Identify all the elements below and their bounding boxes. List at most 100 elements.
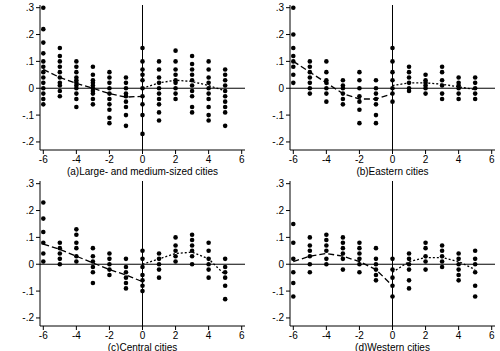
point — [223, 265, 228, 270]
point — [190, 54, 195, 59]
point — [324, 99, 329, 104]
point — [157, 86, 162, 91]
plot-area — [290, 181, 495, 326]
y-tick — [36, 88, 40, 89]
point — [456, 91, 461, 96]
panel: -.2-.10.1.2.3-6-4-20246(b)Eastern cities — [272, 2, 495, 177]
point — [473, 81, 478, 86]
point — [74, 70, 79, 75]
point — [223, 110, 228, 115]
plot-area — [290, 5, 495, 150]
x-label: (b)Eastern cities — [356, 166, 428, 177]
point — [58, 89, 63, 94]
y-tick — [36, 291, 40, 292]
point — [41, 97, 46, 102]
point — [58, 54, 63, 59]
point — [140, 249, 145, 254]
point — [308, 75, 313, 80]
point — [341, 251, 346, 256]
point — [107, 81, 112, 86]
point — [341, 97, 346, 102]
y-axis — [40, 181, 41, 326]
point — [206, 97, 211, 102]
point — [140, 257, 145, 262]
x-label: (d)Western cities — [355, 342, 430, 351]
point — [58, 94, 63, 99]
point — [206, 249, 211, 254]
point — [390, 283, 395, 288]
x-tick-label: 4 — [456, 330, 462, 341]
point — [440, 243, 445, 248]
point — [324, 249, 329, 254]
x-tick-label: 0 — [140, 330, 146, 341]
y-tick-label: .3 — [276, 178, 285, 189]
y-tick — [286, 115, 290, 116]
point — [223, 73, 228, 78]
point — [157, 59, 162, 64]
point — [473, 91, 478, 96]
point — [107, 251, 112, 256]
point — [357, 270, 362, 275]
point — [91, 73, 96, 78]
point — [74, 240, 79, 245]
point — [341, 240, 346, 245]
point — [374, 262, 379, 267]
x-tick-label: -2 — [355, 330, 364, 341]
y-tick-label: .2 — [276, 29, 285, 40]
point — [291, 64, 296, 69]
y-tick — [36, 317, 40, 318]
point — [308, 235, 313, 240]
point — [341, 102, 346, 107]
point — [223, 124, 228, 129]
point — [223, 270, 228, 275]
fit-line — [293, 61, 392, 99]
point — [140, 289, 145, 294]
y-tick-label: .3 — [26, 2, 35, 13]
point — [140, 46, 145, 51]
point — [91, 254, 96, 259]
point — [291, 281, 296, 286]
point — [291, 240, 296, 245]
fit-line — [393, 83, 476, 90]
point — [291, 54, 296, 59]
point — [206, 113, 211, 118]
point — [41, 64, 46, 69]
plot-area — [40, 181, 245, 326]
point — [140, 273, 145, 278]
point — [157, 102, 162, 107]
point — [173, 81, 178, 86]
point — [206, 240, 211, 245]
x-label: (a)Large- and medium-sized cities — [67, 166, 218, 177]
point — [140, 73, 145, 78]
point — [91, 246, 96, 251]
x-tick-label: -4 — [72, 154, 81, 165]
point — [41, 251, 46, 256]
point — [58, 251, 63, 256]
point — [206, 275, 211, 280]
point — [308, 243, 313, 248]
point — [223, 297, 228, 302]
y-tick-label: .1 — [276, 232, 285, 243]
point — [206, 59, 211, 64]
point — [440, 97, 445, 102]
point — [341, 235, 346, 240]
point — [357, 240, 362, 245]
y-tick — [36, 264, 40, 265]
y-tick-label: -.2 — [22, 312, 34, 323]
point — [41, 40, 46, 45]
point — [341, 267, 346, 272]
panel: -.2-.10.1.2.3-6-4-20246(c)Central cities — [22, 178, 245, 351]
point — [124, 81, 129, 86]
x-tick-label: -4 — [72, 330, 81, 341]
point — [357, 70, 362, 75]
point — [291, 73, 296, 78]
y-tick-label: -.2 — [272, 136, 284, 147]
point — [190, 110, 195, 115]
point — [223, 94, 228, 99]
point — [324, 86, 329, 91]
point — [308, 86, 313, 91]
point — [124, 86, 129, 91]
point — [390, 86, 395, 91]
y-tick — [286, 210, 290, 211]
y-tick — [286, 7, 290, 8]
